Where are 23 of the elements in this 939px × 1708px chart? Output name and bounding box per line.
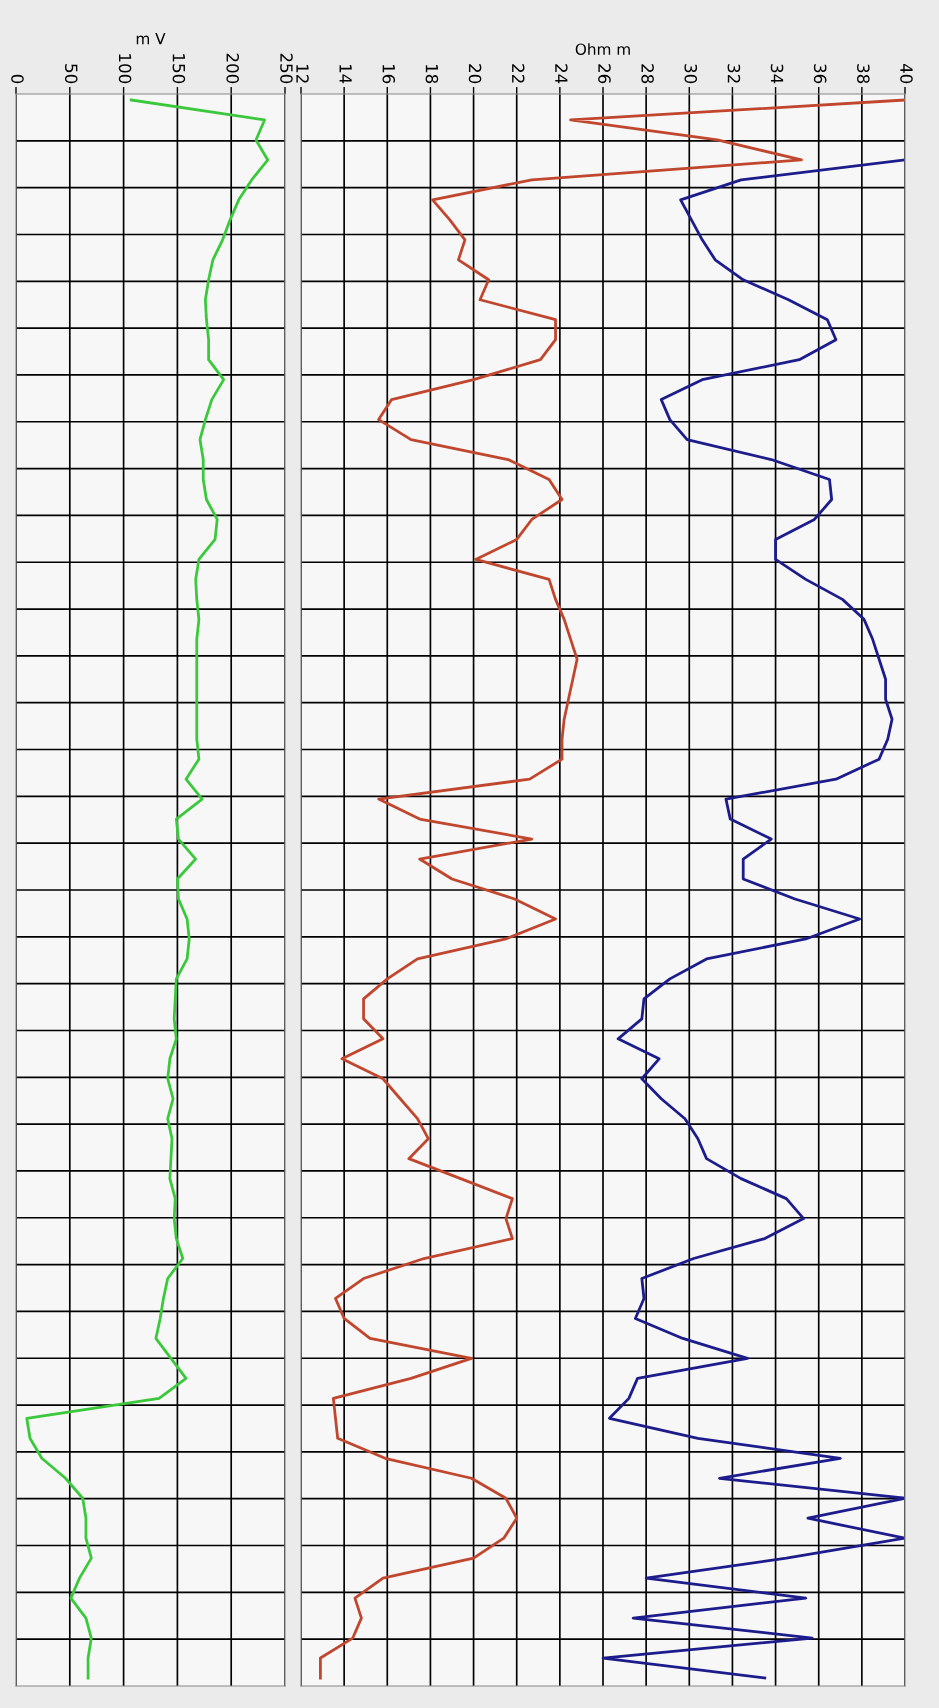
x-tick-label: 250 <box>280 53 293 84</box>
x-tick-label: 150 <box>172 54 186 84</box>
x-tick-label: 40 <box>900 63 913 84</box>
x-tick-label: 26 <box>598 64 611 84</box>
x-tick-label: 200 <box>226 53 239 84</box>
x-tick-label: 34 <box>770 64 784 84</box>
x-tick-label: 38 <box>857 64 870 84</box>
x-tick-label: 16 <box>382 64 396 84</box>
x-tick-label: 20 <box>468 64 482 84</box>
x-tick-label: 28 <box>641 64 654 84</box>
x-tick-label: 30 <box>684 64 698 84</box>
x-tick-label: 18 <box>425 64 439 84</box>
x-tick-label: 12 <box>296 64 309 83</box>
x-tick-label: 22 <box>512 64 525 83</box>
x-tick-label: 24 <box>555 64 568 84</box>
x-axis-title: Ohm m <box>575 43 630 55</box>
x-tick-label: 100 <box>118 54 132 84</box>
x-tick-label: 36 <box>813 64 827 84</box>
x-tick-label: 32 <box>727 64 741 83</box>
x-tick-label: 0 <box>11 74 24 84</box>
x-tick-label: 14 <box>339 64 352 84</box>
x-tick-label: 50 <box>64 64 78 84</box>
x-axis-title: m V <box>136 32 166 45</box>
